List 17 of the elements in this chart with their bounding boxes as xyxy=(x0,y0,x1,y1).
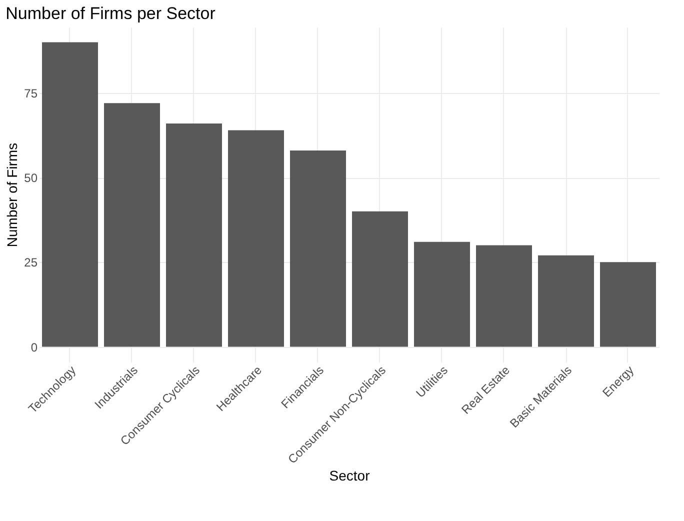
bar xyxy=(42,42,98,347)
bar xyxy=(104,103,160,347)
y-axis-title: Number of Firms xyxy=(4,142,20,248)
y-tick-label: 50 xyxy=(24,171,38,186)
chart-title: Number of Firms per Sector xyxy=(6,4,216,23)
y-tick-label: 75 xyxy=(24,86,38,100)
bar xyxy=(414,242,470,347)
bar xyxy=(228,130,284,347)
y-tick-label: 25 xyxy=(24,256,38,270)
bar xyxy=(352,211,408,347)
bar xyxy=(290,150,346,347)
bar xyxy=(476,245,532,347)
bar xyxy=(166,123,222,347)
bar xyxy=(600,262,656,347)
x-axis-title: Sector xyxy=(329,468,370,484)
bar xyxy=(538,255,594,347)
y-tick-label: 0 xyxy=(30,340,38,354)
